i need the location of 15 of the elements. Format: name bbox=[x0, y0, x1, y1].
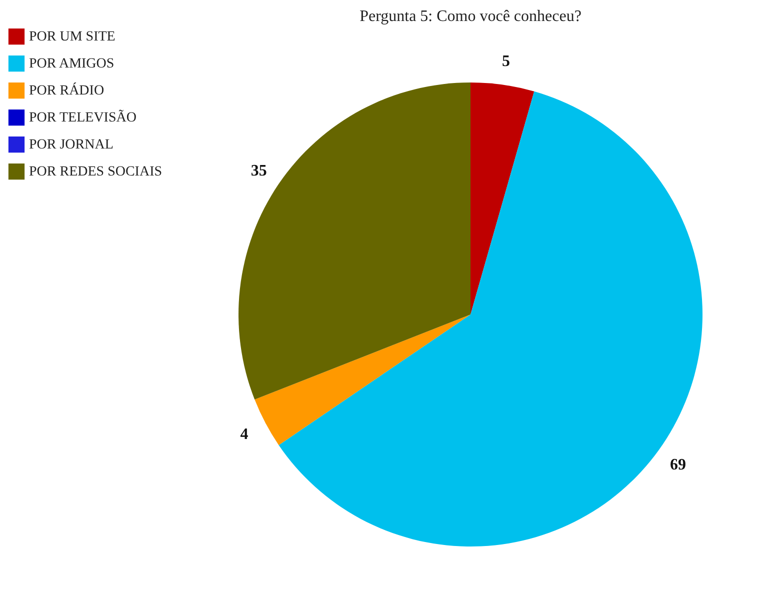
data-label: 5 bbox=[502, 52, 510, 70]
pie-slice bbox=[254, 314, 470, 446]
legend-label: POR REDES SOCIAIS bbox=[29, 164, 162, 180]
legend-label: POR AMIGOS bbox=[29, 56, 114, 72]
legend-label: POR TELEVISÃO bbox=[29, 110, 136, 126]
pie-slice bbox=[470, 82, 534, 314]
chart-title: Pergunta 5: Como você conheceu? bbox=[360, 8, 582, 25]
legend-label: POR UM SITE bbox=[29, 30, 116, 44]
data-label: 4 bbox=[240, 426, 248, 444]
legend-label: POR RÁDIO bbox=[29, 82, 104, 98]
data-label: 35 bbox=[250, 162, 267, 180]
pie-slice bbox=[278, 91, 702, 546]
legend-label: POR JORNAL bbox=[29, 138, 114, 152]
data-label: 69 bbox=[670, 456, 686, 474]
pie-slice bbox=[238, 82, 470, 400]
